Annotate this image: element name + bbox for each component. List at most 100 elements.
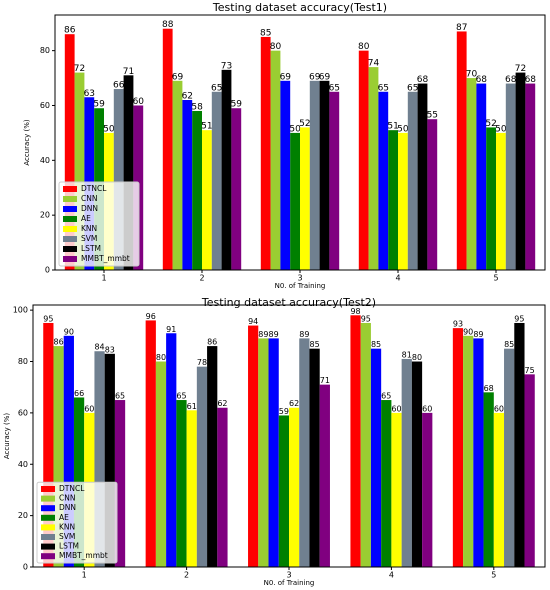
value-label: 87 (456, 23, 467, 33)
legend-label: CNN (59, 494, 75, 503)
value-label: 65 (115, 392, 125, 401)
value-label: 60 (422, 404, 432, 413)
y-tick-label: 40 (40, 156, 50, 165)
legend-swatch (63, 256, 77, 262)
bar (221, 69, 232, 270)
bar (358, 50, 369, 271)
y-tick-label: 0 (23, 563, 28, 572)
value-label: 88 (162, 20, 174, 30)
value-label: 59 (93, 100, 105, 110)
value-label: 96 (146, 312, 156, 321)
bar (456, 31, 467, 270)
bar (391, 412, 402, 567)
bar (278, 415, 289, 567)
value-label: 86 (54, 338, 64, 347)
value-label: 60 (84, 404, 94, 413)
bar (452, 328, 464, 567)
legend-label: AE (81, 214, 91, 223)
y-tick-label: 0 (45, 266, 50, 275)
x-tick-label: 1 (101, 274, 106, 283)
bar (211, 91, 222, 270)
value-label: 50 (289, 124, 301, 134)
bar (63, 335, 74, 567)
bar (476, 83, 487, 270)
bar (280, 80, 291, 270)
value-label: 98 (350, 307, 360, 316)
bar (463, 335, 474, 567)
x-tick-label: 2 (184, 571, 189, 580)
y-tick-label: 100 (13, 306, 28, 315)
legend-swatch (63, 196, 77, 202)
bar (398, 132, 408, 270)
value-label: 90 (463, 327, 473, 336)
bar (53, 346, 64, 567)
bar (496, 132, 506, 270)
y-tick-label: 40 (18, 460, 28, 469)
legend-swatch (63, 186, 77, 192)
bar (401, 358, 412, 567)
value-label: 65 (329, 83, 340, 93)
value-label: 91 (166, 325, 176, 334)
chart-title: Testing dataset accuracy(Test2) (201, 296, 376, 309)
x-tick-label: 5 (493, 274, 498, 283)
bar (196, 366, 208, 567)
legend-swatch (63, 226, 77, 232)
bar (473, 338, 484, 567)
value-label: 80 (156, 353, 166, 362)
value-label: 66 (74, 389, 84, 398)
value-label: 69 (280, 72, 292, 82)
bar (360, 322, 371, 567)
bar (486, 127, 496, 270)
bar (94, 351, 105, 567)
legend-label: DTNCL (81, 184, 107, 193)
x-tick-label: 2 (199, 274, 204, 283)
legend-swatch (41, 495, 55, 502)
value-label: 60 (133, 97, 145, 107)
legend-swatch (63, 236, 77, 242)
legend-box (58, 181, 140, 267)
x-axis-label: N0. of Training (275, 282, 326, 290)
value-label: 65 (407, 83, 418, 93)
legend-label: KNN (81, 224, 97, 233)
legend-label: LSTM (81, 244, 101, 253)
value-label: 65 (381, 392, 391, 401)
value-label: 72 (74, 64, 85, 74)
x-tick-label: 3 (286, 571, 291, 580)
value-label: 50 (495, 124, 507, 134)
bar (417, 83, 428, 270)
bar (43, 322, 54, 567)
value-label: 65 (176, 392, 186, 401)
value-label: 83 (105, 345, 115, 354)
axes-frame (54, 14, 546, 271)
value-label: 50 (397, 124, 409, 134)
bar (290, 132, 300, 270)
value-label: 73 (221, 61, 232, 71)
bar (493, 412, 505, 567)
bar (309, 80, 320, 270)
legend-label: MMBT_mmbt (59, 551, 108, 560)
value-label: 52 (485, 119, 496, 129)
axes-frame (32, 304, 546, 568)
legend-swatch (41, 505, 55, 512)
legend-swatch (41, 514, 55, 521)
value-label: 84 (94, 343, 104, 352)
legend-label: CNN (81, 194, 97, 203)
bar (182, 100, 193, 270)
value-label: 62 (289, 399, 299, 408)
bar (427, 119, 438, 271)
bar (381, 400, 392, 567)
x-tick-label: 5 (491, 571, 496, 580)
value-label: 69 (172, 72, 184, 82)
value-label: 90 (64, 327, 74, 336)
bar (483, 392, 494, 567)
value-label: 89 (299, 330, 309, 339)
bar (172, 80, 183, 270)
legend-swatch (63, 216, 77, 222)
legend-swatch (41, 553, 55, 560)
bar (407, 91, 418, 270)
value-label: 59 (279, 407, 289, 416)
value-label: 68 (525, 75, 537, 85)
bar (186, 410, 197, 567)
legend-label: AE (59, 513, 69, 522)
bar (319, 384, 330, 567)
